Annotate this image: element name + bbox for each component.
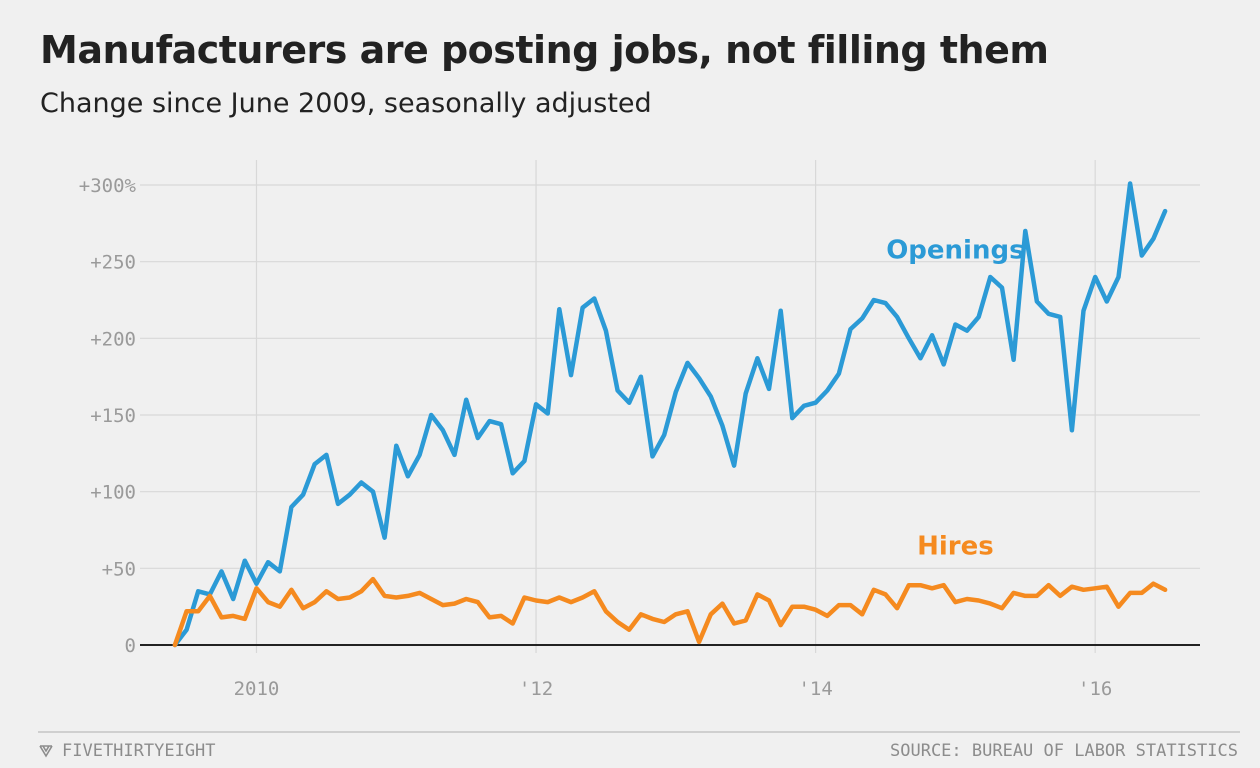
chart-title: Manufacturers are posting jobs, not fill… <box>40 28 1049 72</box>
y-tick-label: +300% <box>79 175 137 197</box>
y-gridlines <box>140 184 1200 569</box>
x-tick-label: 2010 <box>234 678 280 700</box>
source-note: SOURCE: BUREAU OF LABOR STATISTICS <box>890 741 1238 761</box>
brand-name: FIVETHIRTYEIGHT <box>62 741 216 761</box>
brand-logo: FIVETHIRTYEIGHT <box>38 741 216 761</box>
series-label-openings: Openings <box>886 236 1024 266</box>
series-line-openings <box>172 181 1168 648</box>
y-tick-label: +250 <box>90 252 136 274</box>
x-tick-label: '12 <box>519 678 553 700</box>
x-gridlines <box>255 160 1096 653</box>
fivethirtyeight-logo-icon <box>39 745 53 758</box>
series-label-hires: Hires <box>917 532 994 562</box>
y-tick-label: +100 <box>90 482 136 504</box>
y-tick-label: 0 <box>125 635 136 657</box>
x-tick-label: '16 <box>1078 678 1112 700</box>
series-line-hires <box>172 576 1168 648</box>
x-tick-label: '14 <box>798 678 832 700</box>
y-tick-label: +150 <box>90 405 136 427</box>
series-lines <box>172 181 1168 648</box>
series-labels: Openings Hires <box>886 236 1024 562</box>
x-axis-ticks: 2010 '12 '14 '16 <box>234 678 1113 700</box>
y-axis-ticks: 0 +50 +100 +150 +200 +250 +300% <box>79 175 137 657</box>
y-tick-label: +50 <box>102 558 136 580</box>
footer-divider <box>38 731 1240 733</box>
y-tick-label: +200 <box>90 328 136 350</box>
chart-subtitle: Change since June 2009, seasonally adjus… <box>40 88 652 119</box>
